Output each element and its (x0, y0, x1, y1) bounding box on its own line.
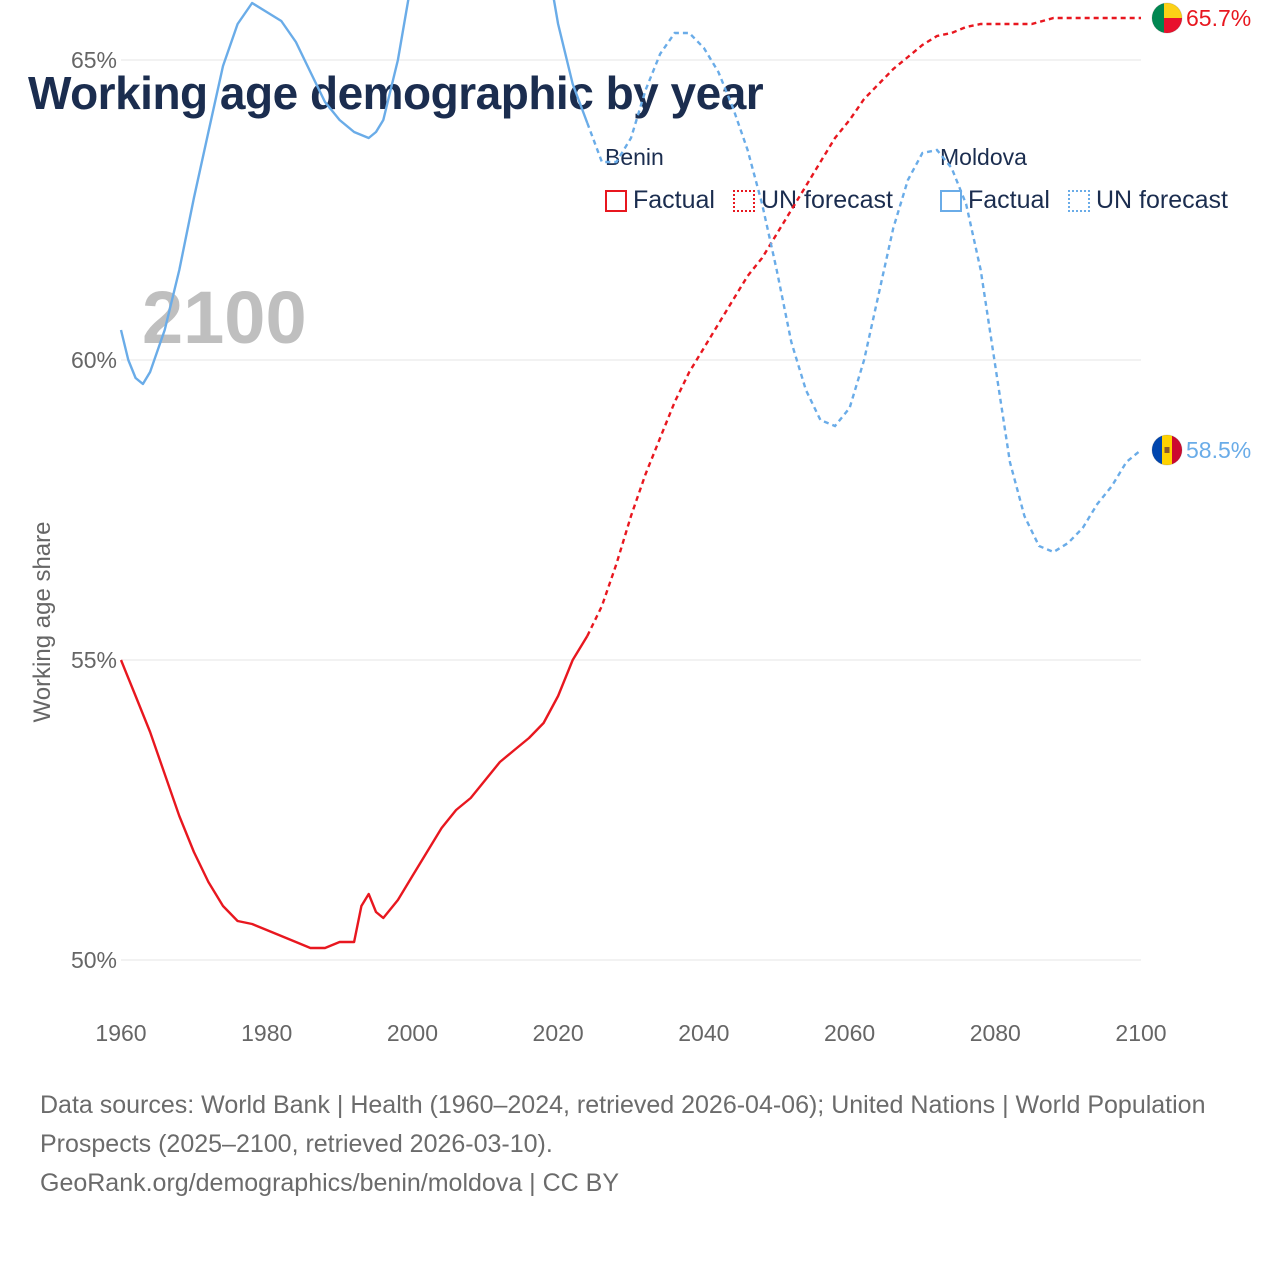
legend-label: Factual (968, 186, 1050, 214)
x-tick-label: 2040 (678, 1020, 729, 1046)
legend-swatch-solid (605, 189, 627, 212)
y-tick-label: 65% (71, 47, 117, 73)
legend-label: UN forecast (760, 186, 893, 214)
x-axis-ticks: 1960 1980 2000 2020 2040 2060 2080 2100 (95, 1020, 1166, 1046)
y-tick-label: 50% (71, 947, 117, 973)
benin-end-value-label: 65.7% (1186, 5, 1251, 31)
x-tick-label: 2080 (970, 1020, 1021, 1046)
legend-swatch-dotted (732, 189, 755, 212)
grid-lines (121, 59, 1141, 961)
legend-swatch-solid (940, 189, 962, 212)
x-tick-label: 1960 (95, 1020, 146, 1046)
legend-group-moldova: Moldova Factual UN forecast (940, 144, 1246, 215)
attribution-link[interactable]: GeoRank.org/demographics/benin/moldova |… (40, 1169, 620, 1197)
moldova-end-value-label: 58.5% (1186, 437, 1251, 463)
y-tick-label: 60% (71, 347, 117, 373)
moldova-forecast-line (586, 31, 1142, 554)
year-watermark: 2100 (142, 276, 307, 359)
moldova-factual-line (119, 0, 589, 386)
x-tick-label: 2060 (824, 1020, 875, 1046)
x-tick-label: 2100 (1115, 1020, 1166, 1046)
legend-benin-forecast[interactable]: UN forecast (732, 186, 893, 215)
x-tick-label: 2000 (387, 1020, 438, 1046)
legend-swatch-dotted (1067, 189, 1090, 212)
footer: Data sources: World Bank | Health (1960–… (40, 1086, 1220, 1203)
data-sources: Data sources: World Bank | Health (1960–… (40, 1091, 1206, 1158)
legend-benin-factual[interactable]: Factual (605, 186, 715, 215)
legend-moldova-forecast[interactable]: UN forecast (1067, 186, 1228, 215)
y-axis-ticks: 50%55%60%65%70% (71, 47, 117, 973)
y-tick-label: 55% (71, 647, 117, 673)
end-markers: 65.7% 58.5% (1151, 2, 1251, 466)
legend-group-name: Moldova (940, 144, 1027, 170)
legend-label: Factual (633, 186, 715, 214)
y-axis-label: Working age share (29, 522, 56, 723)
x-tick-label: 1980 (241, 1020, 292, 1046)
benin-forecast-line (586, 16, 1141, 637)
legend-moldova-factual[interactable]: Factual (940, 186, 1050, 215)
line-chart: 2100 50%55%60%65%70% 1960198020002020204… (29, 0, 1251, 1046)
benin-flag-icon (1151, 2, 1183, 34)
x-tick-label: 2020 (533, 1020, 584, 1046)
benin-factual-line (119, 635, 589, 950)
series-lines (119, 0, 1142, 950)
chart-title: Working age demographic by year (28, 67, 764, 119)
legend-group-name: Benin (605, 144, 664, 170)
moldova-flag-icon (1151, 434, 1183, 466)
legend-label: UN forecast (1095, 186, 1228, 214)
legend-group-benin: Benin Factual UN forecast (605, 144, 911, 215)
